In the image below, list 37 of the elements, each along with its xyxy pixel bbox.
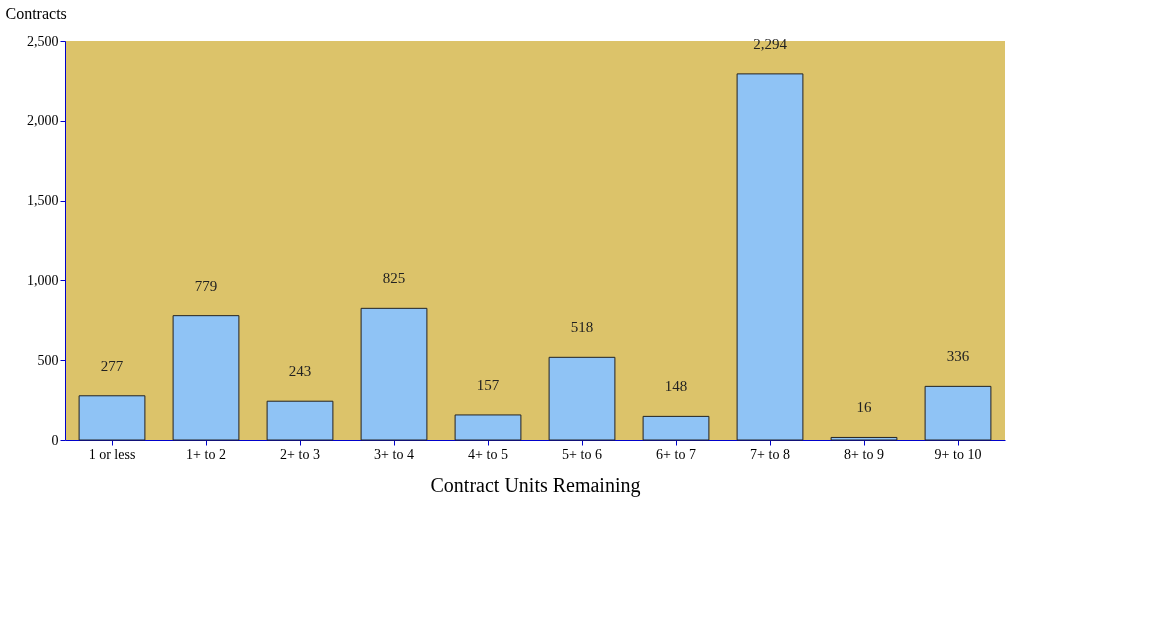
bar (924, 385, 992, 441)
bar (642, 415, 710, 441)
data-label: 518 (570, 319, 594, 336)
x-tick-label: 7+ to 8 (750, 446, 790, 462)
x-tick-label: 9+ to 10 (934, 446, 982, 462)
bar (360, 307, 428, 441)
bar (736, 73, 804, 441)
data-label: 243 (288, 363, 312, 380)
data-label: 16 (856, 399, 872, 416)
x-tick-label: 6+ to 7 (656, 446, 696, 462)
x-tick-label: 5+ to 6 (562, 446, 602, 462)
data-label: 825 (382, 270, 406, 287)
bar (830, 436, 898, 441)
data-label: 148 (664, 378, 688, 395)
bar (454, 414, 522, 441)
x-axis-title: Contract Units Remaining (430, 473, 641, 497)
x-tick-label: 2+ to 3 (280, 446, 320, 462)
y-tick-label: 2,000 (27, 113, 59, 129)
y-tick-label: 0 (51, 432, 59, 448)
bar (172, 315, 240, 441)
y-axis-title: Contracts (5, 4, 67, 22)
data-label: 157 (476, 376, 500, 393)
y-tick-label: 500 (37, 352, 59, 368)
x-tick-label: 4+ to 5 (468, 446, 508, 462)
x-tick-label: 1+ to 2 (186, 446, 226, 462)
x-tick-label: 8+ to 9 (844, 446, 884, 462)
x-tick-label: 3+ to 4 (374, 446, 414, 462)
y-tick-label: 2,500 (27, 33, 59, 49)
y-tick-label: 1,500 (27, 193, 59, 209)
data-label: 779 (194, 277, 218, 294)
bar (266, 400, 334, 441)
bar (78, 395, 146, 441)
data-label: 336 (946, 348, 970, 365)
data-label: 277 (100, 357, 124, 374)
x-tick-label: 1 or less (88, 446, 136, 462)
y-tick-label: 1,000 (27, 272, 59, 288)
bar (548, 356, 616, 441)
